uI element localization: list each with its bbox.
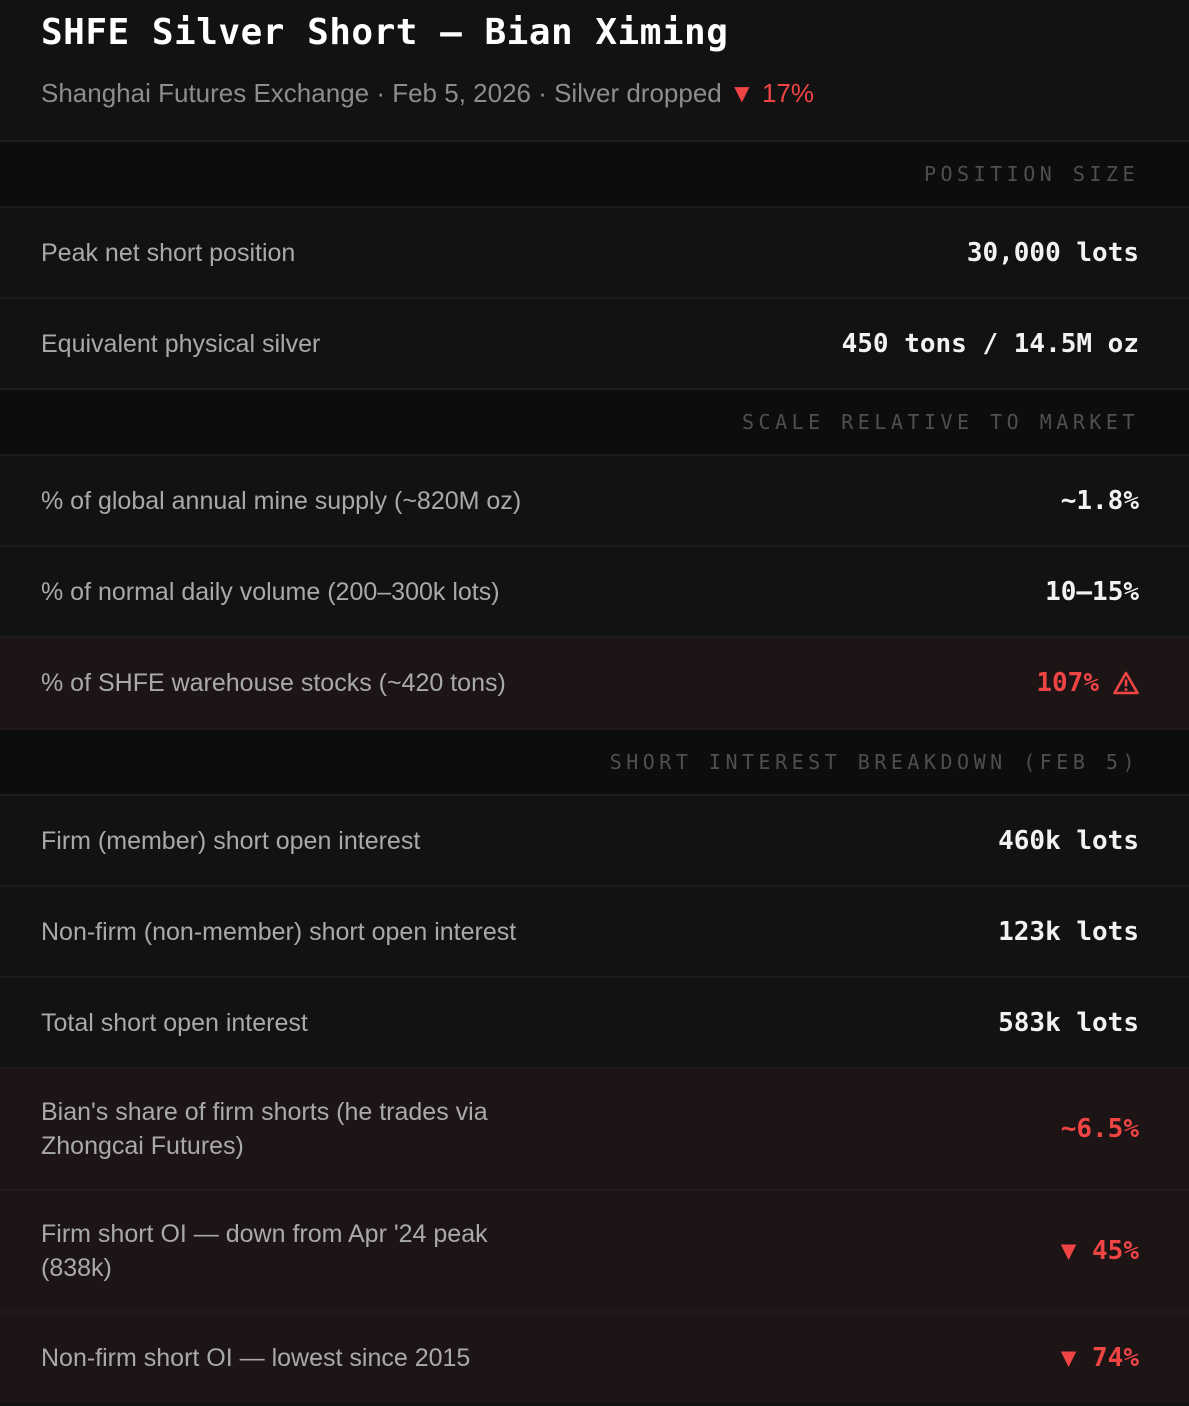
subtitle-text: Shanghai Futures Exchange · Feb 5, 2026 … bbox=[41, 78, 729, 108]
section-header-short-interest: SHORT INTEREST BREAKDOWN (FEB 5) bbox=[0, 730, 1189, 796]
row-global-mine-supply: % of global annual mine supply (~820M oz… bbox=[0, 456, 1189, 547]
row-peak-net-short: Peak net short position 30,000 lots bbox=[0, 208, 1189, 299]
row-label: Equivalent physical silver bbox=[41, 329, 321, 358]
row-label: Firm (member) short open interest bbox=[41, 826, 421, 855]
row-value: ~1.8% bbox=[1060, 485, 1139, 516]
row-label: Bian's share of firm shorts (he trades v… bbox=[41, 1098, 488, 1160]
section-header-position-size: POSITION SIZE bbox=[0, 142, 1189, 208]
row-warehouse-stocks: % of SHFE warehouse stocks (~420 tons) 1… bbox=[0, 638, 1189, 730]
row-label: % of SHFE warehouse stocks (~420 tons) bbox=[41, 669, 506, 697]
row-equivalent-physical-silver: Equivalent physical silver 450 tons / 14… bbox=[0, 299, 1189, 390]
row-value: 30,000 lots bbox=[966, 237, 1139, 268]
silver-drop-value: ▼ 17% bbox=[728, 78, 814, 108]
row-nonfirm-short-oi: Non-firm (non-member) short open interes… bbox=[0, 887, 1189, 978]
row-value: 583k lots bbox=[998, 1007, 1139, 1038]
row-label: Firm short OI — down from Apr '24 peak (… bbox=[41, 1220, 488, 1282]
row-value: 10–15% bbox=[1045, 576, 1139, 607]
row-value: ▼ 45% bbox=[1060, 1236, 1139, 1266]
row-label: Non-firm short OI — lowest since 2015 bbox=[41, 1343, 471, 1372]
page-subtitle: Shanghai Futures Exchange · Feb 5, 2026 … bbox=[41, 78, 1148, 108]
row-firm-short-decline: Firm short OI — down from Apr '24 peak (… bbox=[0, 1191, 1189, 1313]
row-bian-share: Bian's share of firm shorts (he trades v… bbox=[0, 1069, 1189, 1191]
row-label: Total short open interest bbox=[41, 1008, 308, 1037]
row-nonfirm-short-decline: Non-firm short OI — lowest since 2015 ▼ … bbox=[0, 1313, 1189, 1402]
page-title: SHFE Silver Short — Bian Ximing bbox=[41, 12, 729, 53]
row-value: 123k lots bbox=[998, 916, 1139, 947]
row-value: 460k lots bbox=[998, 825, 1139, 856]
row-value: 450 tons / 14.5M oz bbox=[841, 328, 1139, 359]
warning-icon bbox=[1113, 671, 1139, 695]
row-firm-short-oi: Firm (member) short open interest 460k l… bbox=[0, 796, 1189, 887]
page-header: SHFE Silver Short — Bian Ximing Shanghai… bbox=[0, 0, 1189, 142]
row-value: ▼ 74% bbox=[1060, 1342, 1139, 1373]
row-label: Peak net short position bbox=[41, 238, 296, 267]
row-value: ~6.5% bbox=[1060, 1114, 1139, 1144]
row-value-alert: 107% bbox=[1036, 668, 1139, 698]
row-total-short-oi: Total short open interest 583k lots bbox=[0, 978, 1189, 1069]
row-label: % of global annual mine supply (~820M oz… bbox=[41, 486, 522, 515]
warehouse-stocks-value: 107% bbox=[1036, 668, 1099, 698]
section-header-scale: SCALE RELATIVE TO MARKET bbox=[0, 390, 1189, 456]
row-label: Non-firm (non-member) short open interes… bbox=[41, 917, 517, 946]
row-label: % of normal daily volume (200–300k lots) bbox=[41, 577, 500, 606]
row-daily-volume: % of normal daily volume (200–300k lots)… bbox=[0, 547, 1189, 638]
